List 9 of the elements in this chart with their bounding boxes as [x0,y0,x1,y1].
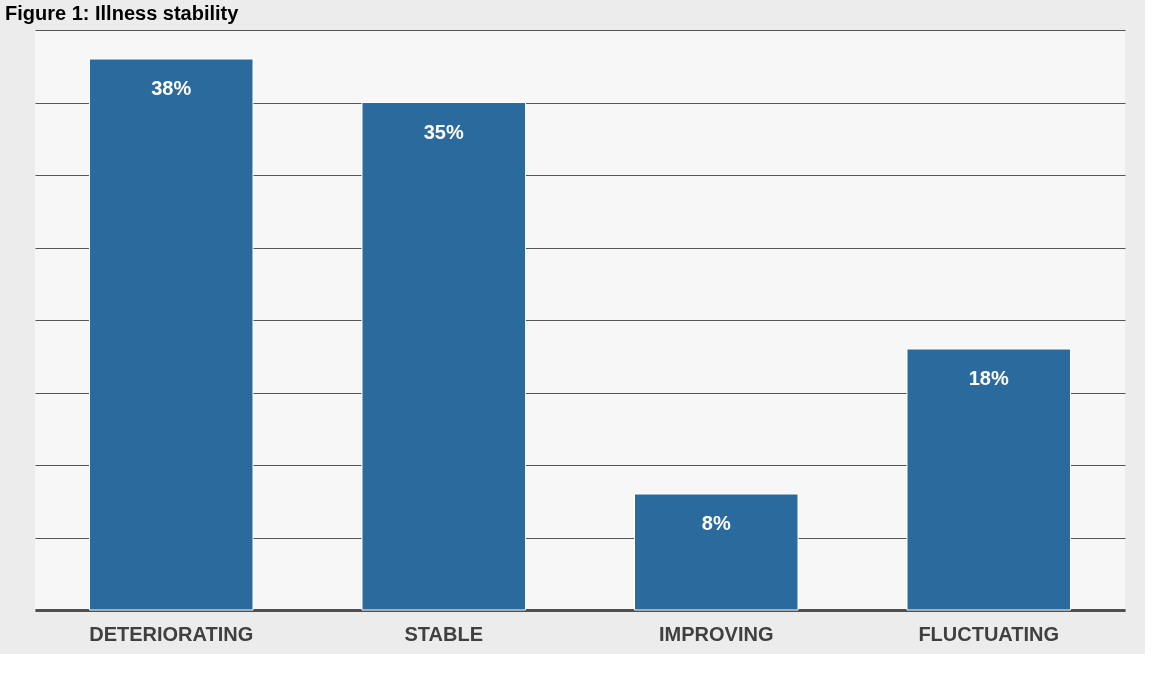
data-label: 8% [701,512,731,534]
data-label: 38% [151,77,192,99]
x-tick-label: FLUCTUATING [918,622,1060,645]
data-label: 35% [423,120,464,143]
x-tick-label: IMPROVING [659,622,774,645]
chart-title: Figure 1: Illness stability [5,2,240,24]
x-tick-label: DETERIORATING [89,622,254,645]
x-tick-label: STABLE [404,622,484,645]
data-label: 18% [968,367,1009,389]
